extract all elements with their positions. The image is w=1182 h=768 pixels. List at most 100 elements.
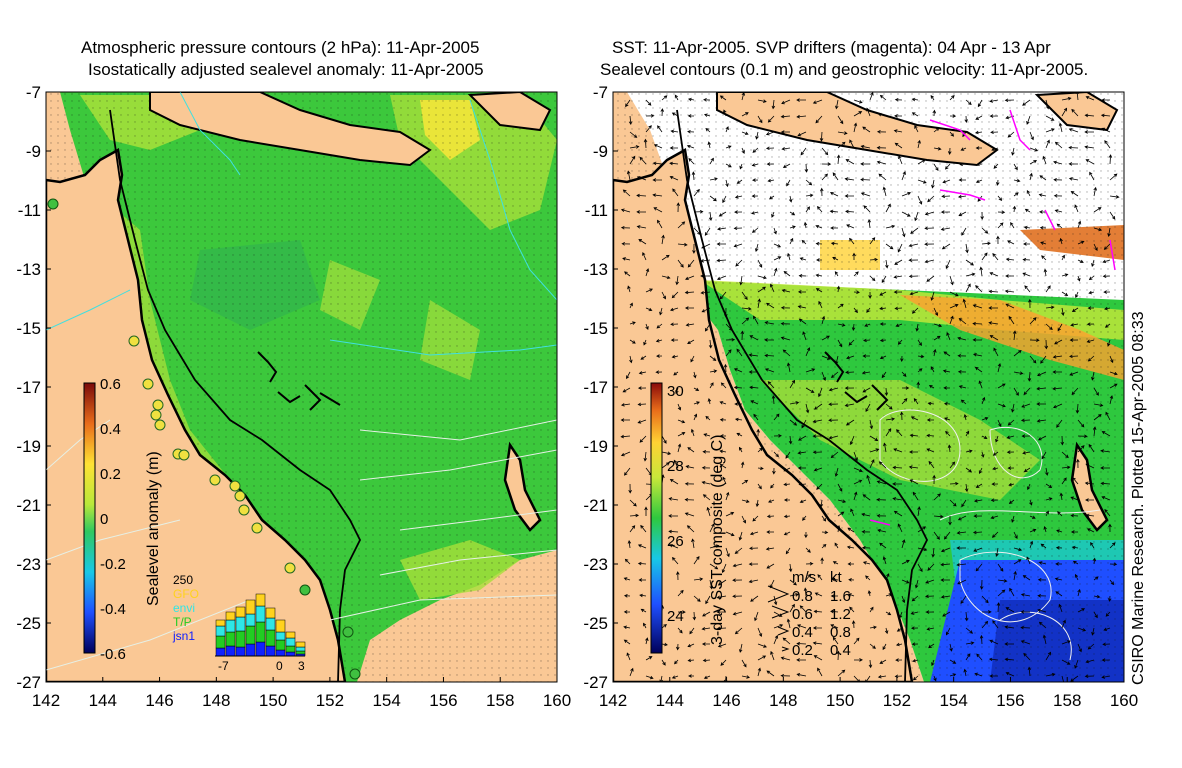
velocity-arrow (637, 544, 647, 549)
velocity-arrow (785, 451, 791, 459)
velocity-arrow (861, 530, 871, 534)
velocity-arrow (670, 338, 679, 342)
velocity-arrow (686, 144, 695, 149)
velocity-arrow (1029, 515, 1036, 519)
velocity-arrow (917, 563, 923, 573)
velocity-arrow (975, 179, 983, 183)
velocity-arrow (879, 94, 887, 101)
velocity-arrow (707, 397, 712, 405)
velocity-arrow (1013, 531, 1018, 540)
velocity-arrow (897, 339, 903, 345)
velocity-arrow (901, 559, 910, 565)
velocity-arrow (741, 92, 746, 101)
velocity-arrow (709, 177, 718, 181)
velocity-arrow (860, 192, 871, 197)
velocity-arrow (652, 161, 663, 166)
velocity-arrow (830, 241, 839, 246)
velocity-arrow (789, 211, 796, 216)
velocity-arrow (773, 624, 784, 629)
velocity-arrow (981, 610, 992, 614)
velocity-arrow (1109, 173, 1118, 181)
velocity-arrow (740, 330, 745, 341)
velocity-arrow (781, 146, 791, 151)
velocity-arrow (820, 187, 824, 197)
velocity-arrow (1054, 339, 1063, 345)
velocity-arrow (949, 673, 957, 677)
velocity-arrow (947, 147, 952, 155)
velocity-arrow (803, 587, 808, 597)
velocity-arrow (1023, 467, 1031, 473)
velocity-arrow (989, 114, 999, 118)
velocity-arrow (780, 673, 791, 678)
velocity-arrow (1072, 477, 1079, 485)
left-lat-tick-label: -15 (16, 319, 41, 338)
velocity-arrow (1007, 131, 1015, 138)
velocity-arrow (894, 114, 903, 118)
velocity-arrow (901, 227, 906, 238)
velocity-arrow (684, 497, 695, 502)
velocity-arrow (816, 483, 823, 490)
velocity-arrow (638, 578, 646, 582)
velocity-arrow (1061, 675, 1066, 682)
velocity-arrow (830, 451, 839, 459)
velocity-arrow (960, 147, 967, 151)
velocity-arrow (1060, 435, 1065, 446)
velocity-arrow (773, 595, 778, 606)
velocity-arrow (709, 563, 719, 570)
velocity-arrow (725, 349, 732, 357)
velocity-arrow (949, 499, 957, 507)
velocity-arrow (945, 430, 951, 437)
velocity-arrow (846, 355, 855, 360)
velocity-arrow (1029, 338, 1040, 343)
velocity-arrow (901, 397, 908, 405)
velocity-arrow (719, 434, 727, 438)
velocity-arrow (624, 271, 631, 277)
velocity-arrow (901, 171, 906, 181)
velocity-arrow (769, 195, 775, 200)
velocity-arrow (645, 268, 650, 277)
velocity-arrow (878, 173, 887, 181)
velocity-arrow (772, 467, 776, 475)
velocity-arrow (931, 179, 935, 189)
velocity-arrow (1022, 575, 1031, 581)
velocity-arrow (901, 579, 910, 584)
velocity-arrow (1055, 546, 1063, 550)
velocity-arrow (801, 239, 807, 245)
velocity-key-kt-3: 0.4 (830, 642, 851, 659)
left-lat-tick-label: -25 (16, 614, 41, 633)
velocity-arrow (942, 369, 951, 373)
velocity-key-ms-1: 0.6 (792, 606, 813, 623)
velocity-arrow (879, 306, 887, 311)
sealevel-contours (879, 409, 1101, 661)
velocity-arrow (830, 609, 839, 614)
velocity-arrow (672, 188, 679, 197)
velocity-arrow (1077, 240, 1085, 245)
velocity-arrow (725, 163, 732, 168)
velocity-arrow (789, 593, 800, 597)
velocity-arrow (782, 349, 791, 357)
reef-outline (257, 351, 341, 411)
velocity-arrow (853, 467, 863, 473)
velocity-arrow (797, 466, 806, 470)
velocity-arrow (709, 544, 720, 549)
velocity-arrow (629, 155, 636, 165)
inset-bar-segment (245, 599, 256, 615)
velocity-arrow (1045, 128, 1055, 133)
velocity-arrow (975, 563, 983, 572)
velocity-arrow (1013, 371, 1024, 375)
velocity-arrow (928, 643, 935, 649)
velocity-arrow (1045, 323, 1053, 331)
velocity-arrow (1077, 643, 1082, 653)
velocity-arrow (1008, 499, 1015, 505)
inset-bar-segment (225, 611, 236, 621)
velocity-arrow (803, 221, 808, 229)
velocity-arrow (812, 641, 823, 645)
velocity-arrow (1040, 355, 1047, 364)
velocity-arrow (754, 611, 759, 622)
velocity-arrow (805, 193, 814, 198)
velocity-arrow (977, 99, 983, 108)
velocity-arrow (805, 573, 812, 581)
velocity-arrow (1084, 130, 1094, 134)
velocity-arrow (949, 95, 955, 101)
velocity-arrow (738, 643, 743, 653)
